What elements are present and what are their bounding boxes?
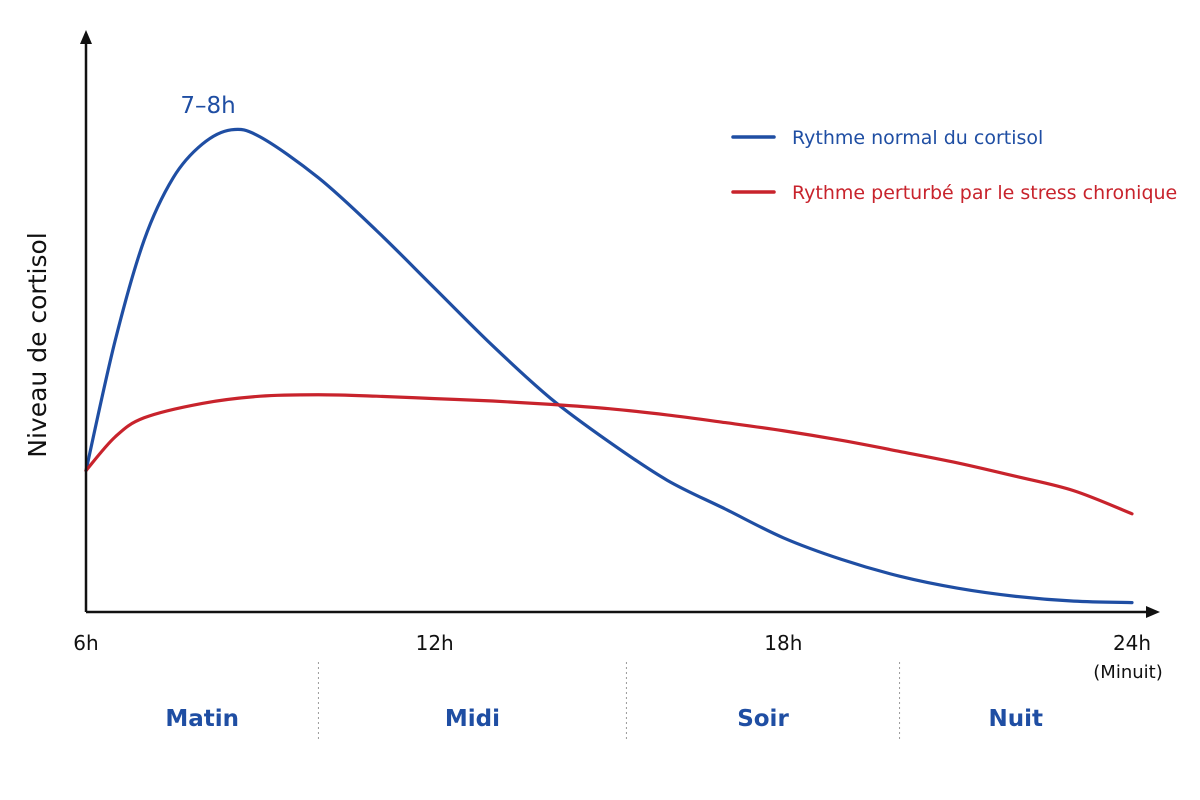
series-line-stress [84,393,1134,516]
x-tick-label: 6h [73,631,98,655]
y-axis-label: Niveau de cortisol [23,232,52,457]
period-label-midi: Midi [445,706,500,732]
y-axis-arrow [80,30,92,44]
x-tick-label: 18h [764,631,802,655]
x-tick-label: 12h [416,631,454,655]
period-label-nuit: Nuit [989,706,1044,732]
peak-annotation: 7–8h [180,93,235,119]
series-line-normal [84,127,1134,605]
x-tick-label: 24h [1113,631,1151,655]
x-tick-note: (Minuit) [1093,662,1162,683]
period-label-matin: Matin [165,706,239,732]
legend-label-normal: Rythme normal du cortisol [792,127,1043,149]
legend-label-stress: Rythme perturbé par le stress chronique [792,182,1177,204]
period-label-soir: Soir [737,706,789,732]
x-axis-arrow [1146,606,1160,618]
